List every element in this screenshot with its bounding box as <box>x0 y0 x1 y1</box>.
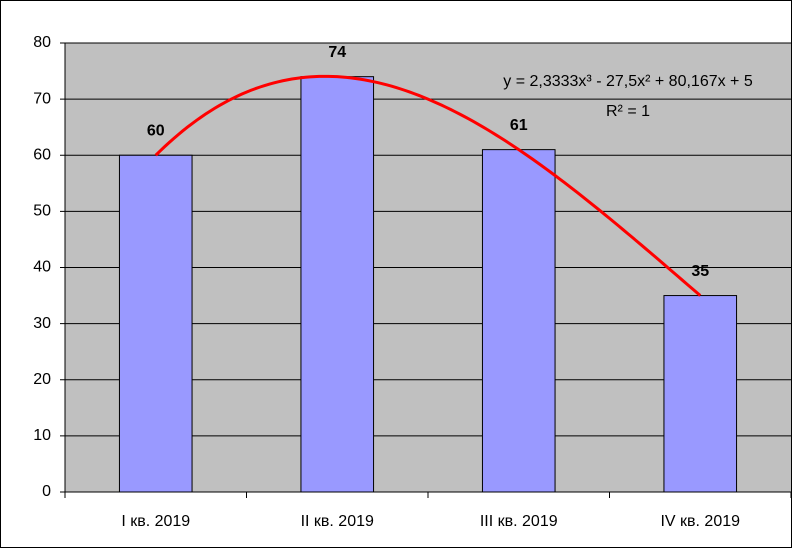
trendline-r-squared: R² = 1 <box>606 103 650 120</box>
x-tick-label: II кв. 2019 <box>301 513 374 530</box>
y-tick-label: 30 <box>33 315 51 332</box>
x-tick-label: IV кв. 2019 <box>660 513 740 530</box>
bar <box>663 295 738 493</box>
y-tick-label: 20 <box>33 371 51 388</box>
y-tick-label: 10 <box>33 427 51 444</box>
y-tick-label: 40 <box>33 259 51 276</box>
bar <box>300 76 375 493</box>
data-label: 74 <box>328 44 346 61</box>
data-label: 35 <box>691 263 709 280</box>
y-tick-label: 80 <box>33 34 51 51</box>
data-label: 61 <box>510 117 528 134</box>
trendline <box>154 74 702 297</box>
y-tick-label: 50 <box>33 203 51 220</box>
y-tick-label: 0 <box>42 483 51 500</box>
x-tick-label: I кв. 2019 <box>121 513 190 530</box>
bar <box>118 154 193 493</box>
trendline-equation: y = 2,3333x³ - 27,5x² + 80,167x + 5 <box>503 73 753 90</box>
y-tick-label: 60 <box>33 146 51 163</box>
data-label: 60 <box>147 122 165 139</box>
y-tick-label: 70 <box>33 90 51 107</box>
bar <box>481 149 556 493</box>
x-tick-label: III кв. 2019 <box>480 513 558 530</box>
